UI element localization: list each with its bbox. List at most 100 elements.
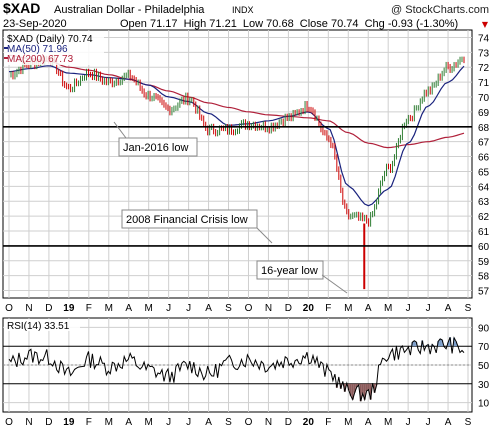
price-y-tick-label: 67 [478, 138, 490, 149]
x-tick-label: 19 [63, 303, 75, 314]
x-tick-label: D [285, 303, 292, 314]
x-tick-label: D [45, 303, 52, 314]
quote-line: Open 71.17 High 71.21 Low 70.68 Close 70… [120, 18, 458, 30]
x-tick-label: M [105, 303, 113, 314]
annotation-2008-box [121, 209, 258, 229]
rsi-y-tick-label: 70 [478, 342, 490, 353]
price-y-tick-label: 71 [478, 78, 490, 89]
x-tick-label: A [205, 417, 212, 428]
x-tick-label: O [5, 303, 13, 314]
ma50-path [8, 65, 465, 207]
x-tick-label: O [5, 417, 13, 428]
price-y-tick-label: 59 [478, 257, 490, 268]
x-tick-label: M [145, 417, 153, 428]
price-y-tick-label: 70 [478, 93, 490, 104]
annotation-16yr-label: 16-year low [261, 265, 318, 277]
x-tick-label: N [25, 417, 32, 428]
x-tick-label: M [384, 303, 392, 314]
rsi-path [8, 336, 465, 402]
rsi-grid [3, 318, 472, 412]
price-y-tick-label: 69 [478, 108, 490, 119]
rsi-y-axis: 10 30 50 70 90 [478, 323, 490, 409]
x-tick-label: A [365, 417, 372, 428]
x-tick-label: J [186, 303, 191, 314]
rsi-label-box [4, 319, 80, 331]
price-y-tick-label: 66 [478, 153, 490, 164]
price-y-tick-label: 58 [478, 272, 490, 283]
x-tick-label: M [384, 417, 392, 428]
legend-price: $XAD (Daily) 70.74 [7, 34, 93, 45]
chart-symbol: $XAD [3, 0, 40, 16]
price-y-tick-label: 72 [478, 63, 490, 74]
ma200-path [8, 54, 465, 149]
rsi-line [8, 336, 465, 402]
x-tick-label: 20 [303, 303, 315, 314]
price-y-tick-label: 65 [478, 167, 490, 178]
x-tick-label: A [365, 303, 372, 314]
annotation-2008-pointer [256, 227, 273, 244]
x-tick-label: 19 [63, 417, 75, 428]
x-tick-label: J [166, 417, 171, 428]
price-y-tick-label: 61 [478, 227, 490, 238]
x-tick-label: M [105, 417, 113, 428]
ma50-line [8, 65, 465, 207]
price-bars [10, 54, 465, 290]
price-x-axis: O N D 19 F M A M J J A S O N D 20 F M A M J J A S [5, 303, 472, 314]
down-arrow-icon: ▼ [482, 20, 489, 29]
x-tick-label: F [325, 303, 331, 314]
rsi-x-axis: O N D 19 F M A M J J A S O N D 20 F M A M J J A S [5, 417, 472, 428]
x-tick-label: D [45, 417, 52, 428]
price-y-tick-label: 64 [478, 182, 490, 193]
x-tick-label: S [465, 417, 472, 428]
x-tick-label: S [465, 303, 472, 314]
price-y-tick-label: 62 [478, 212, 490, 223]
x-tick-label: N [25, 303, 32, 314]
x-tick-label: A [125, 303, 132, 314]
price-y-tick-label: 57 [478, 287, 490, 298]
ma200-line [8, 54, 465, 149]
x-tick-label: 20 [303, 417, 315, 428]
x-tick-label: O [245, 303, 253, 314]
reference-lines [3, 125, 472, 247]
price-y-tick-label: 73 [478, 48, 490, 59]
rsi-y-tick-label: 50 [478, 361, 490, 372]
x-tick-label: S [225, 303, 232, 314]
price-y-tick-label: 63 [478, 197, 490, 208]
x-tick-label: S [225, 417, 232, 428]
x-tick-label: A [445, 417, 452, 428]
annotation-jan2016-pointer [113, 121, 127, 139]
legend-ma50: MA(50) 71.96 [7, 44, 68, 55]
x-tick-label: M [145, 303, 153, 314]
price-y-tick-label: 74 [478, 33, 490, 44]
price-y-tick-label: 68 [478, 123, 490, 134]
x-tick-label: A [125, 417, 132, 428]
rsi-label: RSI(14) 33.51 [7, 321, 70, 332]
annotation-jan2016-box [118, 137, 198, 157]
x-tick-label: A [205, 303, 212, 314]
watermark: @ StockCharts.com [391, 4, 489, 16]
x-tick-label: J [186, 417, 191, 428]
annotation-16yr-box [256, 260, 324, 280]
x-tick-label: J [406, 303, 411, 314]
chart-date: 23-Sep-2020 [3, 18, 67, 30]
annotation-jan2016-label: Jan-2016 low [123, 142, 188, 154]
rsi-y-tick-label: 30 [478, 380, 490, 391]
rsi-panel: 10 30 50 70 90 RSI(14) 33.51 [2, 317, 490, 413]
x-tick-label: A [445, 303, 452, 314]
x-tick-label: M [344, 417, 352, 428]
x-tick-label: J [426, 303, 431, 314]
price-panel-frame [2, 29, 473, 299]
legend-box [4, 31, 104, 65]
x-tick-label: J [426, 417, 431, 428]
x-tick-label: M [344, 303, 352, 314]
x-tick-label: O [245, 417, 253, 428]
annotation-16yr-pointer [321, 274, 348, 294]
x-tick-label: N [265, 417, 272, 428]
legend-ma200: MA(200) 67.73 [7, 54, 74, 65]
price-y-axis: 57 58 59 60 61 62 63 64 65 66 67 68 69 70 71 72 73 74 [478, 33, 490, 297]
x-tick-label: F [86, 417, 92, 428]
price-panel: 57 58 59 60 61 62 63 64 65 66 67 68 69 70 71 72 73 74 $XA… [2, 29, 490, 299]
x-tick-label: F [86, 303, 92, 314]
x-tick-label: D [285, 417, 292, 428]
